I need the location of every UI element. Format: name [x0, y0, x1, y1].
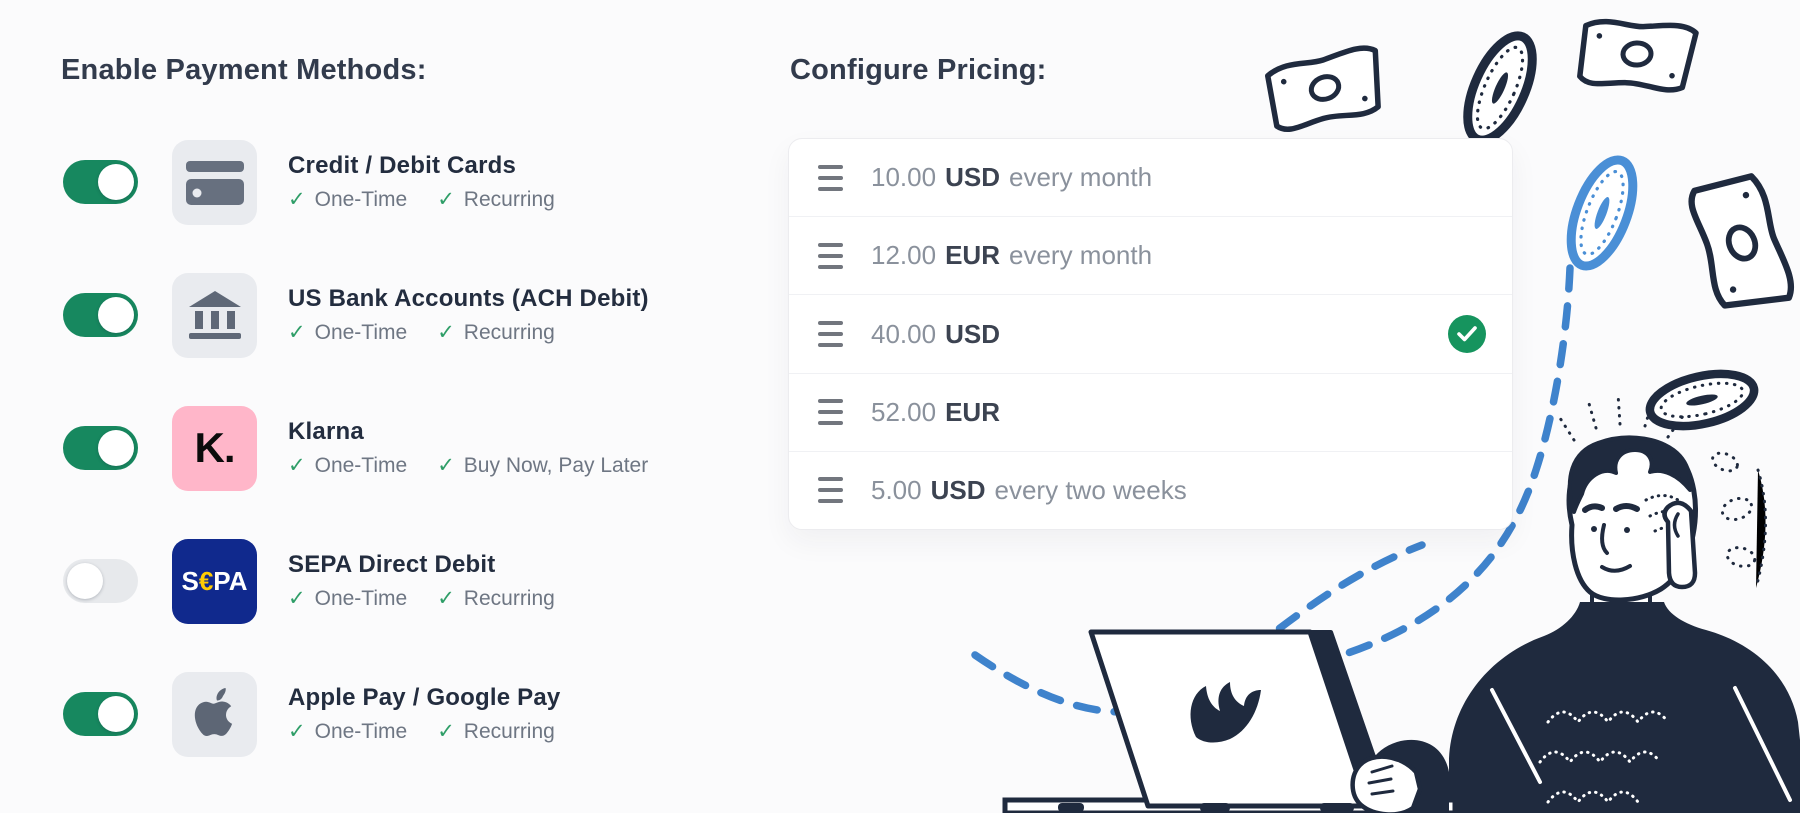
blue-coin-icon [1559, 152, 1646, 274]
price-interval: every month [1008, 162, 1153, 193]
laptop-logo-icon [1190, 682, 1261, 743]
check-icon: ✓ [288, 188, 306, 211]
drag-handle-icon[interactable] [818, 242, 843, 269]
klarna-toggle[interactable] [63, 426, 138, 470]
drag-handle-icon[interactable] [818, 399, 843, 426]
coin-icon [1454, 27, 1545, 150]
check-icon: ✓ [437, 321, 455, 344]
klarna-icon: K. [172, 405, 257, 491]
price-amount: 5.00 [871, 474, 922, 505]
money-bill-icon [1266, 46, 1385, 131]
price-amount: 40.00 [871, 318, 937, 349]
price-row[interactable]: 10.00 USD every month [789, 139, 1512, 218]
sparkle-rays [1558, 392, 1767, 590]
payment-method-title: SEPA Direct Debit [288, 551, 496, 578]
toggle-knob [98, 297, 134, 333]
toggle-knob [98, 430, 134, 466]
feature-recurring: ✓ Recurring [437, 720, 555, 743]
feature-one-time: ✓ One-Time [288, 454, 408, 477]
sepa-icon: S€PA [172, 538, 257, 624]
money-bill-icon [1577, 11, 1697, 98]
money-bill-icon [1688, 173, 1793, 314]
dashed-path-icons [971, 264, 1574, 716]
payment-method-title: Apple Pay / Google Pay [288, 684, 561, 711]
payment-method-row-wallets: Apple Pay / Google Pay ✓ One-Time ✓ Recurr… [63, 671, 560, 757]
price-amount: 52.00 [871, 396, 937, 427]
wallets-toggle[interactable] [63, 692, 138, 736]
feature-one-time: ✓ One-Time [288, 188, 408, 211]
check-icon: ✓ [437, 720, 455, 743]
payment-method-title: Klarna [288, 418, 364, 445]
toggle-knob [98, 164, 134, 200]
payment-method-row-sepa: S€PA SEPA Direct Debit ✓ One-Time ✓ Recurr… [63, 538, 555, 624]
feature-bnpl: ✓ Buy Now, Pay Later [437, 454, 649, 477]
check-icon: ✓ [437, 454, 455, 477]
price-currency: EUR [945, 396, 1000, 427]
credit-card-icon [172, 139, 257, 225]
payment-method-row-us-bank: US Bank Accounts (ACH Debit) ✓ One-Time ✓… [63, 272, 649, 358]
feature-recurring: ✓ Recurring [437, 321, 555, 344]
drag-handle-icon[interactable] [818, 477, 843, 504]
check-icon: ✓ [437, 587, 455, 610]
price-currency: USD [945, 318, 1000, 349]
price-interval: every month [1008, 240, 1153, 271]
feature-recurring: ✓ Recurring [437, 587, 555, 610]
price-row[interactable]: 5.00 USD every two weeks [789, 452, 1512, 529]
price-currency: USD [945, 162, 1000, 193]
check-icon: ✓ [288, 454, 306, 477]
price-row[interactable]: 12.00 EUR every month [789, 217, 1512, 296]
payment-method-row-klarna: K. Klarna ✓ One-Time ✓ Buy Now, Pay Later [63, 405, 648, 491]
check-icon: ✓ [437, 188, 455, 211]
apple-icon [172, 671, 257, 757]
us-bank-toggle[interactable] [63, 293, 138, 337]
payment-method-title: Credit / Debit Cards [288, 152, 517, 179]
price-row[interactable]: 40.00 USD [789, 295, 1512, 374]
price-currency: EUR [945, 240, 1000, 271]
price-amount: 10.00 [871, 162, 937, 193]
price-currency: USD [930, 474, 986, 505]
selected-check-badge [1448, 315, 1486, 353]
toggle-knob [67, 563, 103, 599]
feature-one-time: ✓ One-Time [288, 720, 408, 743]
price-interval: every two weeks [994, 474, 1187, 505]
feature-one-time: ✓ One-Time [288, 587, 408, 610]
halo-coin-icon [1645, 365, 1759, 435]
man-illustration [1449, 435, 1800, 813]
drag-handle-icon[interactable] [818, 164, 843, 191]
bank-icon [172, 272, 257, 358]
price-amount: 12.00 [871, 240, 937, 271]
check-icon: ✓ [288, 720, 306, 743]
feature-recurring: ✓ Recurring [437, 188, 555, 211]
credit-cards-toggle[interactable] [63, 160, 138, 204]
configure-pricing-heading: Configure Pricing: [790, 54, 1047, 86]
sepa-toggle[interactable] [63, 559, 138, 603]
feature-one-time: ✓ One-Time [288, 321, 408, 344]
check-icon: ✓ [288, 321, 306, 344]
payment-method-title: US Bank Accounts (ACH Debit) [288, 285, 649, 312]
drag-handle-icon[interactable] [818, 321, 843, 347]
check-icon: ✓ [288, 587, 306, 610]
price-row[interactable]: 52.00 EUR [789, 374, 1512, 452]
payment-method-row-credit-cards: Credit / Debit Cards ✓ One-Time ✓ Recurrin… [63, 139, 555, 225]
arm-and-hand [1350, 739, 1449, 813]
pricing-list: 10.00 USD every month 12.00 EUR every mo… [788, 138, 1513, 530]
payment-methods-heading: Enable Payment Methods: [61, 54, 427, 86]
toggle-knob [98, 696, 134, 732]
